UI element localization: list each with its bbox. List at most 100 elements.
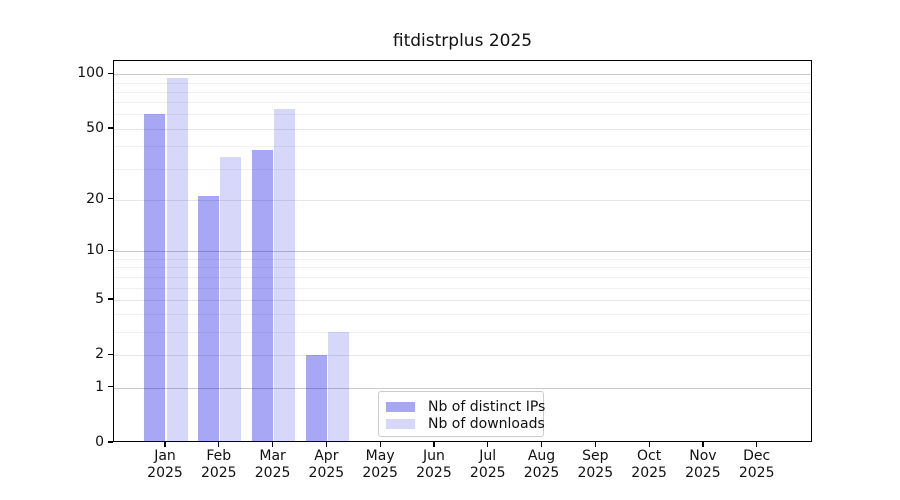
x-tick-label-line: 2025 (523, 465, 560, 481)
plot-area (113, 60, 812, 442)
x-tick-label-line: Jan (154, 448, 176, 464)
y-tick-label: 10 (86, 242, 104, 259)
legend-swatch (386, 418, 415, 429)
x-tick-label: May 2025 (352, 448, 408, 482)
x-tick-label-line: Feb (206, 448, 232, 464)
x-tick-label: Nov 2025 (675, 448, 731, 482)
gridline (114, 259, 811, 260)
gridline (114, 91, 811, 93)
x-tick-label-line: 2025 (469, 465, 506, 481)
x-tick-mark (487, 442, 489, 447)
gridline (114, 355, 811, 357)
x-tick-label-line: 2025 (738, 465, 775, 481)
x-tick-label-line: Jul (479, 448, 497, 464)
x-tick-label-line: 2025 (254, 465, 291, 481)
gridline (114, 146, 811, 148)
x-tick-label-line: 2025 (147, 465, 183, 481)
y-tick-mark (108, 386, 113, 388)
x-tick-label-line: Sep (582, 448, 609, 464)
bar-downloads (327, 332, 349, 442)
x-tick-label-line: 2025 (200, 465, 237, 481)
x-tick-mark (433, 442, 435, 447)
x-tick-label: Dec 2025 (729, 448, 785, 482)
legend: Nb of distinct IPs Nb of downloads (378, 391, 546, 437)
x-tick-mark (379, 442, 381, 447)
bar-distinct-ips (251, 150, 273, 442)
x-tick-label: Jan 2025 (137, 448, 193, 482)
x-tick-mark (648, 442, 650, 447)
y-tick-label: 5 (95, 290, 104, 307)
x-tick-label-line: Jun (423, 448, 445, 464)
gridline (114, 251, 811, 253)
x-tick-mark (271, 442, 274, 447)
y-tick-label: 2 (95, 346, 104, 363)
bar-downloads (166, 78, 188, 442)
x-tick-mark (218, 442, 220, 447)
x-tick-label-line: Dec (743, 448, 771, 464)
gridline (114, 199, 811, 201)
chart-title: fitdistrplus 2025 (392, 31, 533, 51)
x-tick-label: Jul 2025 (460, 448, 516, 482)
x-tick-label: Aug 2025 (514, 448, 570, 482)
y-tick-mark (108, 127, 113, 129)
bar-distinct-ips (305, 355, 327, 442)
gridline (114, 82, 811, 84)
y-tick-mark (108, 441, 113, 443)
y-tick-mark (108, 198, 113, 200)
gridline (114, 102, 811, 104)
x-tick-label: Jun 2025 (406, 448, 462, 482)
x-tick-label: Mar 2025 (245, 448, 301, 482)
x-tick-mark (164, 442, 166, 447)
legend-item: Nb of distinct IPs (379, 398, 546, 415)
x-tick-label-line: Mar (259, 448, 286, 464)
gridline (114, 299, 811, 301)
gridline (114, 276, 811, 278)
x-tick-label-line: 2025 (308, 465, 345, 481)
y-tick-label: 1 (95, 378, 104, 395)
x-tick-mark (756, 442, 758, 447)
gridline (114, 74, 811, 76)
gridline (114, 314, 811, 316)
x-tick-mark (594, 442, 597, 447)
x-tick-label-line: Oct (637, 448, 662, 464)
x-tick-label-line: Apr (314, 448, 339, 464)
y-tick-mark (108, 353, 113, 355)
y-tick-label: 20 (86, 190, 104, 207)
gridline (114, 332, 811, 334)
bar-downloads (274, 109, 296, 442)
x-tick-label-line: 2025 (362, 465, 398, 481)
gridline (114, 387, 811, 389)
bar-distinct-ips (144, 114, 166, 442)
x-tick-mark (325, 442, 328, 447)
gridline (114, 287, 811, 289)
x-tick-label-line: 2025 (577, 465, 614, 481)
x-tick-label-line: Nov (689, 448, 717, 464)
legend-label: Nb of downloads (428, 415, 545, 432)
y-tick-label: 0 (95, 434, 104, 450)
legend-item: Nb of downloads (379, 415, 545, 432)
legend-swatch (386, 401, 415, 412)
y-tick-mark (108, 249, 113, 252)
bar-downloads (220, 156, 242, 442)
gridline (114, 168, 811, 170)
bar-distinct-ips (198, 195, 220, 442)
x-tick-mark (702, 442, 704, 447)
x-tick-label: Oct 2025 (621, 448, 677, 482)
x-tick-label: Sep 2025 (567, 448, 623, 482)
gridline (114, 128, 811, 130)
x-tick-label: Apr 2025 (298, 448, 354, 482)
x-tick-label-line: Aug (527, 448, 556, 464)
x-tick-label-line: 2025 (631, 465, 667, 481)
y-tick-mark (108, 298, 113, 300)
gridline (114, 267, 811, 269)
x-tick-label: Feb 2025 (191, 448, 247, 482)
x-tick-mark (540, 442, 543, 447)
gridline (114, 114, 811, 116)
legend-label: Nb of distinct IPs (428, 398, 546, 415)
x-tick-label-line: May (365, 448, 395, 464)
y-tick-label: 100 (77, 65, 104, 82)
x-tick-label-line: 2025 (685, 465, 721, 481)
y-tick-label: 50 (86, 119, 104, 136)
y-tick-mark (108, 72, 113, 74)
